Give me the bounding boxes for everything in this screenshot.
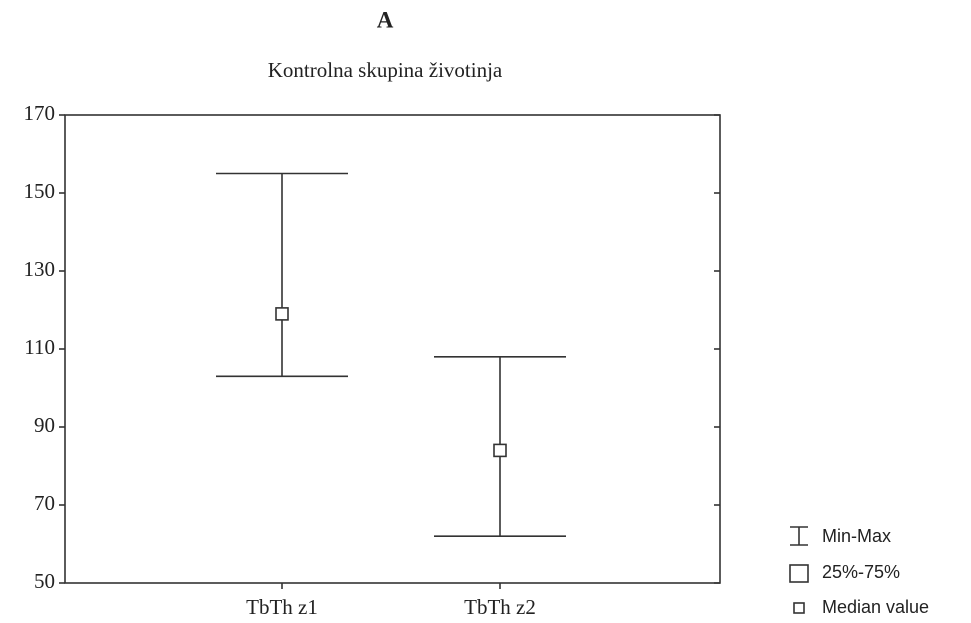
y-tick-label: 70 [34, 491, 55, 515]
y-tick-label: 110 [24, 335, 55, 359]
y-tick-label: 50 [34, 569, 55, 593]
legend: Min-Max 25%-75% Median value [789, 526, 929, 617]
chart-title: A [377, 7, 394, 32]
y-tick-label: 170 [24, 101, 56, 125]
legend-symbol [793, 602, 805, 614]
x-tick-label: TbTh z2 [464, 595, 536, 619]
y-tick-label: 130 [24, 257, 56, 281]
legend-symbol [789, 564, 809, 583]
x-tick-label: TbTh z1 [246, 595, 318, 619]
legend-label: Min-Max [822, 526, 891, 546]
plot-frame [64, 114, 721, 584]
y-tick-label: 150 [24, 179, 56, 203]
legend-label: 25%-75% [822, 562, 900, 582]
median-marker [493, 443, 507, 458]
chart-subtitle: Kontrolna skupina životinja [268, 58, 503, 82]
y-tick-label: 90 [34, 413, 55, 437]
median-marker [275, 307, 289, 321]
legend-label: Median value [822, 597, 929, 617]
